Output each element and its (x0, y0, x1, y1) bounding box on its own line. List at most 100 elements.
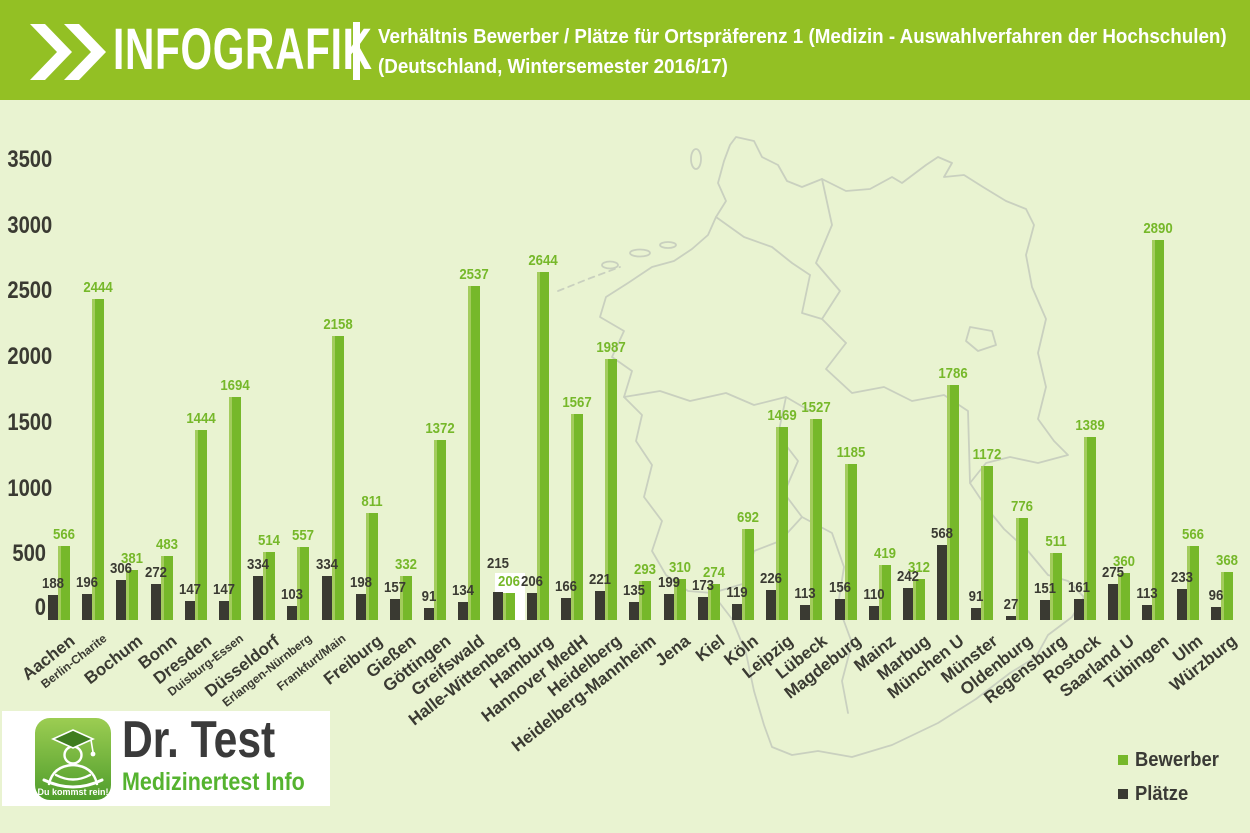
bewerber-value-label: 368 (1215, 551, 1238, 569)
bewerber-bar (673, 579, 686, 620)
bewerber-value-label: 1469 (767, 406, 797, 424)
plaetze-bar (526, 592, 537, 620)
plaetze-value-label: 215 (486, 554, 509, 572)
bewerber-value-label: 566 (52, 525, 76, 543)
plaetze-bar (1210, 607, 1221, 620)
bewerber-bar (297, 546, 310, 620)
bewerber-value-label: 1527 (801, 399, 832, 417)
plaetze-bar (697, 597, 708, 620)
bewerber-bar (400, 576, 412, 620)
plaetze-bar (424, 608, 435, 620)
plaetze-value-label: 188 (41, 575, 65, 593)
plaetze-bar (1142, 605, 1153, 620)
plaetze-bar (834, 599, 845, 620)
bewerber-value-label: 1987 (596, 338, 626, 356)
bewerber-bar (1186, 545, 1199, 620)
bewerber-value-label: 419 (873, 544, 896, 562)
bewerber-bar (502, 592, 515, 620)
plaetze-value-label: 113 (1136, 585, 1159, 603)
bewerber-value-label: 566 (1181, 525, 1204, 543)
legend-label: Bewerber (1135, 749, 1219, 771)
plaetze-value-label: 221 (589, 570, 612, 588)
plaetze-bar (732, 604, 742, 620)
legend: Bewerber Plätze (1118, 750, 1226, 818)
plaetze-bar (766, 590, 777, 620)
bewerber-bar (1049, 552, 1062, 620)
bewerber-value-label: 274 (702, 563, 725, 581)
bewerber-value-label: 514 (258, 532, 281, 550)
plaetze-bar (1039, 600, 1050, 620)
bewerber-value-label: 206 (495, 572, 522, 590)
bewerber-value-label: 1694 (220, 377, 250, 395)
bewerber-value-label: 483 (155, 536, 178, 554)
bewerber-value-label: 2537 (459, 266, 490, 284)
plaetze-bar (219, 600, 229, 620)
bewerber-bar (160, 556, 173, 620)
bewerber-bar (1084, 437, 1096, 620)
bewerber-bar (776, 426, 789, 620)
header: INFOGRAFIK Verhältnis Bewerber / Plätze … (0, 0, 1250, 100)
bewerber-bar (1152, 239, 1165, 620)
bewerber-value-label: 1389 (1075, 417, 1105, 435)
plaetze-value-label: 161 (1067, 578, 1091, 596)
bewerber-bar (263, 552, 276, 620)
logo-text: Dr. Test Medizinertest Info (122, 711, 335, 795)
bewerber-value-label: 2444 (83, 278, 113, 296)
plaetze-bar (1108, 583, 1119, 620)
plaetze-value-label: 134 (452, 582, 475, 600)
plaetze-bar (150, 584, 161, 620)
plaetze-bar (184, 600, 195, 620)
bewerber-value-label: 1372 (425, 419, 455, 437)
plaetze-bar (1074, 598, 1084, 620)
plaetze-bar (1176, 589, 1187, 620)
plaetze-value-label: 334 (247, 556, 270, 574)
bewerber-value-label: 332 (394, 556, 418, 574)
plaetze-bar (561, 598, 571, 620)
bewerber-bar (1015, 517, 1028, 620)
bewerber-value-label: 381 (121, 549, 144, 567)
plaetze-value-label: 103 (281, 586, 304, 604)
plaetze-bar (82, 594, 93, 620)
plaetze-value-label: 206 (520, 572, 543, 590)
logo-badge: Du kommst rein! (37, 787, 108, 797)
plaetze-bar (1005, 616, 1016, 620)
plaetze-value-label: 196 (76, 574, 99, 592)
plaetze-value-label: 198 (349, 573, 372, 591)
bewerber-value-label: 293 (634, 561, 657, 579)
plaetze-bar (903, 588, 913, 620)
plaetze-value-label: 157 (383, 579, 407, 597)
plaetze-value-label: 272 (144, 564, 167, 582)
bewerber-value-label: 360 (1113, 552, 1136, 570)
plaetze-value-label: 119 (726, 584, 748, 602)
dr-test-logo: Du kommst rein! Dr. Test Medizinertest I… (2, 711, 330, 806)
header-titles: Verhältnis Bewerber / Plätze für Ortsprä… (378, 24, 1250, 80)
plaetze-bar (595, 590, 606, 620)
bewerber-bar (365, 513, 378, 620)
bewerber-bar (947, 385, 960, 620)
graduate-icon: Du kommst rein! (35, 718, 111, 800)
plaetze-swatch-icon (1118, 789, 1128, 799)
legend-label: Plätze (1135, 783, 1189, 805)
plaetze-bar (629, 602, 640, 620)
plaetze-value-label: 306 (110, 559, 133, 577)
bewerber-bar (58, 545, 70, 620)
bewerber-value-label: 312 (907, 558, 931, 576)
plaetze-bar (48, 595, 58, 620)
bewerber-bar (742, 529, 754, 620)
plaetze-value-label: 199 (657, 573, 680, 591)
bewerber-value-label: 1172 (973, 445, 1002, 463)
plaetze-value-label: 275 (1102, 563, 1125, 581)
chart-title: Verhältnis Bewerber / Plätze für Ortsprä… (378, 26, 1227, 48)
brand-title: INFOGRAFIK (113, 17, 373, 82)
bewerber-bar (639, 581, 652, 620)
plaetze-value-label: 147 (178, 580, 201, 598)
plaetze-value-label: 242 (896, 568, 920, 586)
plaetze-bar (868, 605, 879, 620)
plaetze-value-label: 233 (1170, 569, 1193, 587)
plaetze-value-label: 113 (794, 585, 817, 603)
plaetze-value-label: 96 (1208, 587, 1224, 605)
plaetze-value-label: 334 (315, 556, 338, 574)
bewerber-swatch-icon (1118, 755, 1128, 765)
bewerber-value-label: 1185 (836, 444, 865, 462)
